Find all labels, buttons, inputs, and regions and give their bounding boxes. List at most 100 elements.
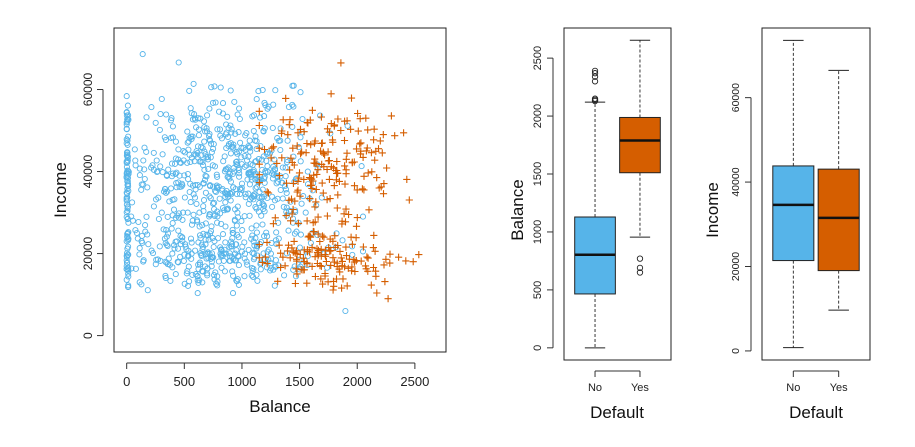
scatter-point-yes [362, 265, 370, 273]
scatter-point-no [129, 199, 136, 206]
scatter-point-no [265, 246, 272, 253]
scatter-point-yes [294, 177, 302, 185]
scatter-point-yes [274, 277, 282, 285]
income-boxplot-panel: 0 20000 40000 60000 No Yes Default Income [703, 27, 871, 422]
scatter-point-no [233, 241, 240, 248]
scatter-point-no [233, 247, 240, 254]
scatter-point-yes [378, 149, 386, 157]
scatter-point-no [200, 118, 208, 125]
scatter-point-no [138, 232, 146, 239]
scatter-point-no [188, 221, 196, 228]
scatter-point-no [124, 205, 131, 212]
balance-boxplot-outlier [636, 255, 644, 262]
scatter-point-no [252, 185, 259, 192]
scatter-point-no [123, 257, 130, 264]
scatter-point-yes [318, 179, 326, 187]
scatter-point-no [166, 198, 173, 205]
scatter-point-no [282, 173, 289, 180]
scatter-point-no [217, 250, 224, 257]
scatter-point-no [251, 191, 258, 198]
scatter-point-no [252, 137, 259, 144]
scatter-point-yes [370, 125, 378, 133]
scatter-point-no [278, 179, 285, 186]
scatter-point-no [169, 134, 176, 141]
scatter-point-yes [340, 136, 349, 145]
scatter-point-no [144, 287, 151, 294]
scatter-point-no [201, 176, 209, 184]
scatter-x-tick-label: 1000 [227, 374, 256, 389]
scatter-point-no [194, 290, 201, 297]
balance-boxplot-y-tick-label: 0 [532, 345, 544, 351]
scatter-point-no [297, 134, 304, 141]
scatter-point-no [302, 209, 309, 216]
scatter-point-no [125, 283, 132, 290]
scatter-point-yes [310, 228, 318, 236]
scatter-point-yes [289, 205, 297, 214]
scatter-point-no [254, 277, 261, 284]
scatter-point-no [213, 171, 220, 178]
scatter-point-no [123, 266, 130, 273]
scatter-point-no [241, 250, 249, 257]
scatter-point-no [198, 143, 205, 150]
scatter-point-yes [305, 174, 314, 182]
scatter-point-no [289, 101, 296, 108]
scatter-x-tick-label: 1500 [285, 374, 314, 389]
scatter-point-yes [351, 267, 359, 276]
scatter-x-tick-label: 2500 [400, 374, 429, 389]
scatter-point-no [175, 146, 182, 153]
scatter-point-no [188, 110, 195, 117]
scatter-point-no [248, 225, 255, 232]
scatter-point-yes [263, 260, 271, 268]
balance-boxplot-outlier [591, 70, 599, 77]
scatter-point-no [239, 227, 246, 234]
scatter-point-no [205, 165, 212, 173]
scatter-point-yes [380, 261, 388, 269]
scatter-point-yes [258, 258, 266, 267]
scatter-y-tick-label: 60000 [81, 73, 95, 107]
scatter-point-no [299, 115, 306, 123]
scatter-point-yes [350, 158, 358, 166]
scatter-point-no [196, 232, 204, 239]
balance-boxplot-x-tick-label: Yes [631, 382, 649, 394]
scatter-point-yes [321, 251, 329, 259]
scatter-point-no [139, 51, 146, 58]
scatter-point-no [206, 193, 213, 200]
scatter-point-no [237, 185, 244, 192]
scatter-point-no [314, 232, 321, 239]
scatter-point-no [195, 115, 202, 122]
scatter-point-no [124, 137, 131, 144]
scatter-point-yes [325, 244, 333, 252]
scatter-point-yes [286, 166, 294, 174]
income-boxplot-x-tick-label: No [786, 382, 800, 394]
scatter-point-yes [364, 126, 372, 134]
scatter-point-yes [310, 171, 318, 179]
scatter-point-no [175, 214, 182, 221]
scatter-point-yes [309, 177, 317, 185]
scatter-point-yes [342, 252, 351, 260]
scatter-point-yes [373, 174, 381, 182]
scatter-point-no [198, 241, 205, 248]
scatter-point-no [227, 197, 234, 204]
scatter-point-no [208, 223, 215, 230]
scatter-point-no [181, 172, 188, 179]
scatter-point-yes [372, 272, 380, 280]
scatter-point-yes [383, 164, 391, 172]
scatter-point-no [235, 281, 242, 288]
scatter-point-no [218, 252, 225, 259]
scatter-point-no [196, 209, 203, 216]
scatter-point-no [246, 137, 253, 144]
scatter-point-no [185, 263, 192, 270]
scatter-point-no [256, 200, 263, 207]
scatter-point-yes [298, 148, 306, 156]
scatter-panel: 0 500 1000 1500 2000 2500 0 20000 40000 60000 Ba… [51, 27, 447, 416]
scatter-point-no [171, 245, 178, 252]
scatter-point-no [252, 235, 259, 242]
scatter-point-no [212, 99, 219, 106]
scatter-point-no [279, 195, 286, 202]
scatter-point-no [264, 163, 271, 170]
scatter-point-yes [293, 250, 301, 258]
scatter-point-no [277, 137, 284, 144]
scatter-point-no [234, 203, 241, 210]
scatter-point-no [246, 212, 253, 219]
scatter-y-axis: 0 20000 40000 60000 [81, 73, 104, 339]
